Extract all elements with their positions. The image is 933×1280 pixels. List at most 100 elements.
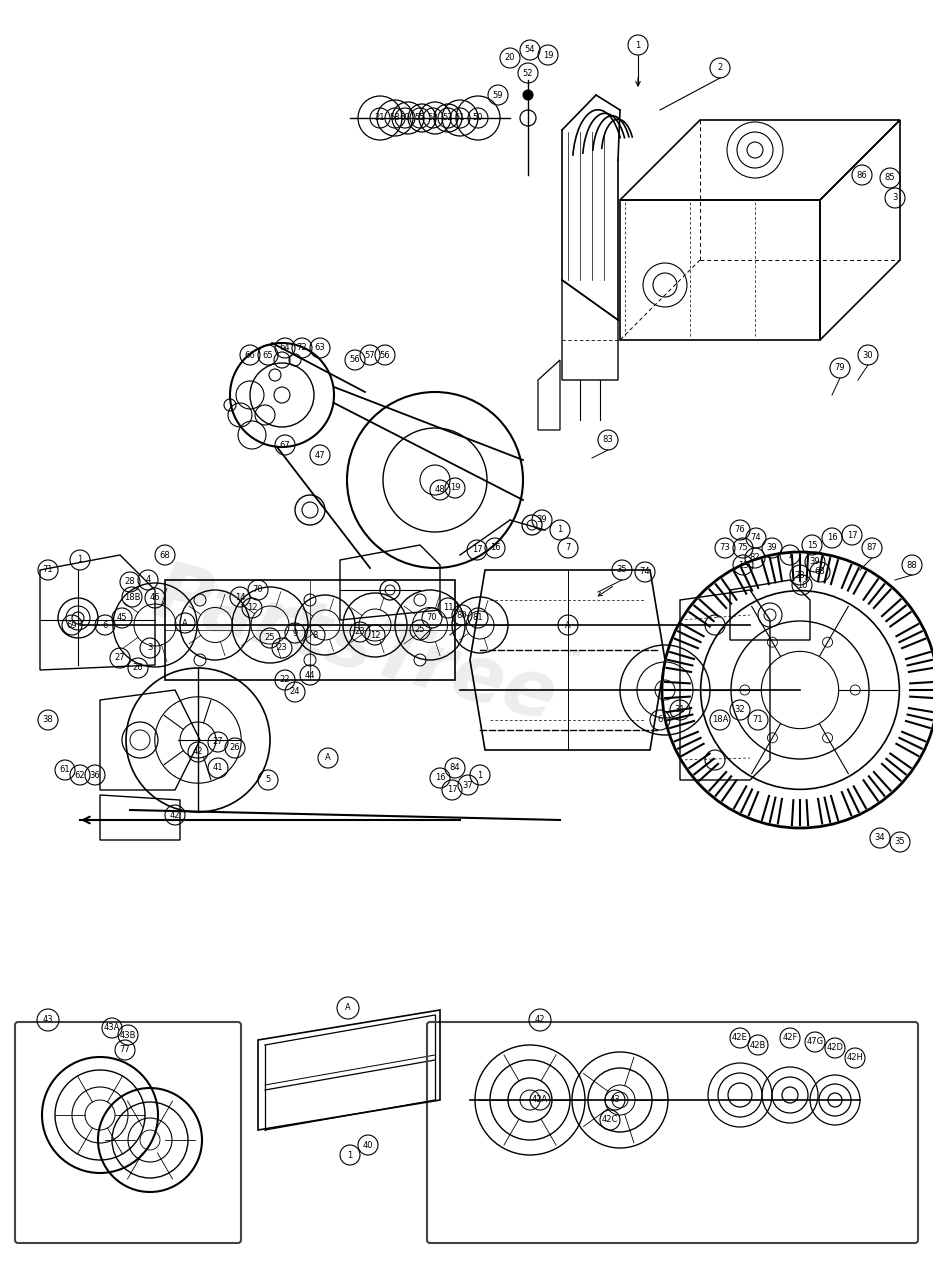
Text: 77: 77: [119, 1046, 131, 1055]
Text: 72: 72: [297, 343, 307, 352]
Text: 56: 56: [350, 356, 360, 365]
Text: 22: 22: [280, 676, 290, 685]
Text: 44: 44: [305, 671, 315, 680]
Text: 24: 24: [290, 687, 300, 696]
Text: 18A: 18A: [712, 716, 728, 724]
Text: 16: 16: [435, 773, 445, 782]
Text: 14: 14: [235, 593, 245, 602]
Text: 74: 74: [640, 567, 650, 576]
Text: 35: 35: [895, 837, 905, 846]
Text: 66: 66: [244, 351, 256, 360]
Text: 25: 25: [265, 634, 275, 643]
Text: 70: 70: [253, 585, 263, 594]
Text: A: A: [182, 618, 188, 627]
Text: 9: 9: [292, 628, 298, 637]
Text: 1: 1: [347, 1151, 353, 1160]
Text: 1: 1: [77, 556, 83, 564]
Text: 26: 26: [132, 663, 144, 672]
Text: 39: 39: [536, 516, 548, 525]
Text: 51: 51: [454, 114, 466, 123]
Text: 42: 42: [170, 810, 180, 819]
Text: 75: 75: [738, 544, 748, 553]
Text: 53: 53: [427, 114, 439, 123]
Text: 63: 63: [314, 343, 326, 352]
Text: 38: 38: [43, 716, 53, 724]
Text: 20: 20: [505, 54, 515, 63]
Text: 69: 69: [66, 621, 77, 630]
Text: 74: 74: [751, 534, 761, 543]
Text: 13: 13: [738, 561, 748, 570]
Text: 42: 42: [535, 1015, 545, 1024]
Text: 36: 36: [90, 771, 101, 780]
Text: 43: 43: [43, 1015, 53, 1024]
Text: 1: 1: [635, 41, 641, 50]
Text: 46: 46: [149, 594, 160, 603]
Text: 42C: 42C: [602, 1115, 619, 1125]
Text: ™: ™: [564, 650, 582, 668]
Text: 82: 82: [750, 553, 760, 562]
Text: 27: 27: [115, 654, 125, 663]
Text: 42B: 42B: [750, 1041, 766, 1050]
Text: 34: 34: [875, 833, 885, 842]
Text: 54: 54: [524, 46, 536, 55]
Text: 39: 39: [767, 544, 777, 553]
Text: 1: 1: [787, 550, 793, 559]
Text: 86: 86: [856, 170, 868, 179]
Text: 15: 15: [807, 540, 817, 549]
Text: 27: 27: [213, 737, 223, 746]
Text: 26: 26: [230, 744, 241, 753]
Text: 42D: 42D: [827, 1043, 843, 1052]
Text: 47G: 47G: [806, 1038, 824, 1047]
Text: 67: 67: [280, 440, 290, 449]
Text: A: A: [565, 621, 571, 630]
Text: 73: 73: [719, 544, 731, 553]
Text: 1: 1: [478, 771, 482, 780]
Text: 71: 71: [43, 566, 53, 575]
Text: 39: 39: [810, 558, 820, 567]
Text: 42: 42: [193, 748, 203, 756]
Text: 17: 17: [846, 530, 857, 539]
Text: 6: 6: [658, 716, 662, 724]
Text: 47: 47: [314, 451, 326, 460]
Text: 1: 1: [557, 526, 563, 535]
Text: 21: 21: [375, 114, 385, 123]
Text: 42H: 42H: [846, 1053, 863, 1062]
Text: 65: 65: [263, 351, 273, 360]
Text: 88: 88: [907, 561, 917, 570]
Text: 3: 3: [892, 193, 898, 202]
Text: 41: 41: [213, 763, 223, 773]
Text: 30: 30: [863, 351, 873, 360]
Text: 19: 19: [543, 50, 553, 59]
Text: 4: 4: [146, 576, 150, 585]
Text: 28: 28: [795, 571, 805, 580]
Text: 19: 19: [450, 484, 460, 493]
Text: 3: 3: [147, 644, 153, 653]
Text: 42F: 42F: [782, 1033, 798, 1042]
Text: 17: 17: [447, 786, 457, 795]
Text: 40: 40: [363, 1140, 373, 1149]
Text: 23: 23: [355, 627, 366, 636]
Text: 59: 59: [493, 91, 503, 100]
Text: 60: 60: [399, 114, 411, 123]
Text: 83: 83: [603, 435, 613, 444]
Text: 32: 32: [734, 705, 745, 714]
Text: 81: 81: [473, 613, 483, 622]
Text: 45: 45: [117, 613, 127, 622]
Text: 68: 68: [815, 567, 826, 576]
Text: 85: 85: [884, 174, 896, 183]
Text: 79: 79: [835, 364, 845, 372]
Text: 58: 58: [390, 114, 400, 123]
Text: 71: 71: [753, 716, 763, 724]
Text: 80: 80: [456, 611, 467, 620]
Text: 48: 48: [435, 485, 445, 494]
Text: 62: 62: [75, 771, 85, 780]
Text: 64: 64: [280, 343, 290, 352]
Text: 76: 76: [734, 526, 745, 535]
Text: 12: 12: [369, 631, 381, 640]
Text: 28: 28: [125, 577, 135, 586]
Text: 43: 43: [609, 1096, 620, 1105]
Text: 37: 37: [463, 781, 473, 790]
Text: 17: 17: [472, 545, 482, 554]
Text: 57: 57: [365, 351, 375, 360]
Text: 43A: 43A: [104, 1024, 120, 1033]
